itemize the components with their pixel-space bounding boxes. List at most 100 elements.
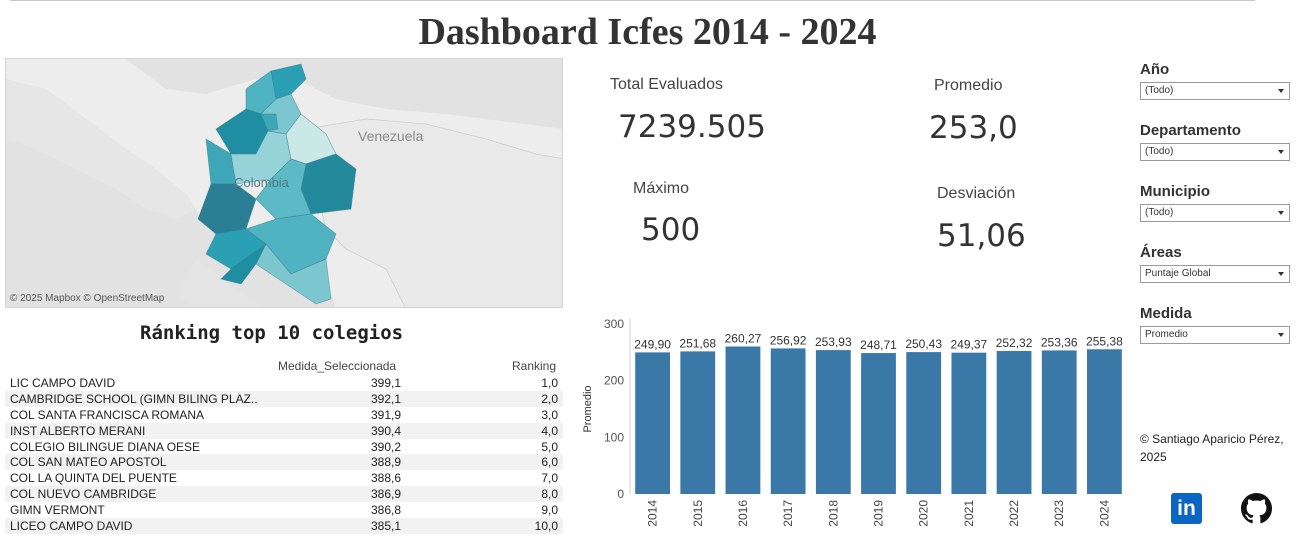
- school-medida: 386,9: [370, 487, 401, 502]
- bar[interactable]: [815, 350, 851, 494]
- map-attribution[interactable]: © 2025 Mapbox © OpenStreetMap: [10, 293, 165, 304]
- school-rank: 1,0: [541, 376, 558, 390]
- x-tick-label: 2022: [1007, 500, 1021, 527]
- bar[interactable]: [996, 351, 1032, 494]
- school-name: LICEO CAMPO DAVID: [10, 519, 133, 534]
- x-tick-label: 2020: [917, 500, 931, 527]
- filter-municipio-label: Municipio: [1140, 183, 1210, 200]
- school-name: LIC CAMPO DAVID: [10, 376, 116, 390]
- ranking-title: Ránking top 10 colegios: [140, 322, 404, 344]
- kpi-total-label: Total Evaluados: [610, 76, 723, 93]
- bar[interactable]: [861, 353, 896, 494]
- bar-chart-promedio[interactable]: 0 100 200 300 Promedio 249,90 2014 251,68 2015 26…: [575, 312, 1130, 537]
- school-medida: 388,9: [370, 455, 401, 470]
- department-region[interactable]: [220, 243, 267, 285]
- department-region[interactable]: [300, 153, 357, 215]
- bar-value-label: 248,71: [860, 338, 897, 352]
- bar[interactable]: [770, 348, 806, 494]
- table-row[interactable]: COL SAN MATEO APOSTOL 388,9 6,0: [5, 454, 563, 471]
- dropdown-arrow-icon: [1278, 333, 1284, 337]
- bar-value-label: 253,36: [1041, 335, 1078, 349]
- x-tick-label: 2014: [646, 500, 660, 527]
- bar-value-label: 256,92: [770, 333, 807, 347]
- table-row[interactable]: COL NUEVO CAMBRIDGE 386,9 8,0: [5, 486, 563, 503]
- dropdown-arrow-icon: [1278, 211, 1284, 215]
- author-credit: © Santiago Aparicio Pérez, 2025: [1140, 432, 1284, 464]
- bar[interactable]: [1087, 349, 1122, 494]
- school-name: COL SAN MATEO APOSTOL: [10, 455, 167, 470]
- department-region[interactable]: [255, 158, 312, 220]
- y-axis-label: Promedio: [582, 385, 594, 432]
- x-tick-label: 2023: [1052, 500, 1066, 527]
- bar-value-label: 255,38: [1086, 334, 1123, 348]
- school-rank: 3,0: [541, 407, 558, 422]
- bar[interactable]: [725, 346, 761, 494]
- bar[interactable]: [951, 352, 987, 494]
- y-tick-label: 100: [604, 430, 624, 444]
- map-canvas: [6, 59, 562, 307]
- filter-areas-label: Áreas: [1140, 244, 1182, 261]
- linkedin-icon[interactable]: in: [1171, 493, 1202, 524]
- table-row[interactable]: LIC CAMPO DAVID 399,1 1,0: [5, 375, 563, 391]
- x-tick-label: 2018: [826, 500, 840, 527]
- map-label-colombia: Colombia: [234, 175, 289, 190]
- kpi-desviacion-value: 51,06: [937, 218, 1026, 254]
- school-medida: 385,1: [370, 519, 401, 534]
- filter-departamento-select[interactable]: (Todo): [1140, 143, 1290, 161]
- kpi-desviacion-label: Desviación: [937, 185, 1016, 202]
- ranking-table: LIC CAMPO DAVID 399,1 1,0 CAMBRIDGE SCHOOL …: [5, 375, 563, 534]
- github-icon[interactable]: [1241, 493, 1272, 524]
- filter-areas-select[interactable]: Puntaje Global: [1140, 265, 1290, 283]
- bar-value-label: 252,32: [996, 336, 1033, 350]
- filter-areas-value: Puntaje Global: [1145, 268, 1211, 279]
- table-row[interactable]: COL SANTA FRANCISCA ROMANA 391,9 3,0: [5, 407, 563, 423]
- x-tick-label: 2021: [962, 500, 976, 527]
- school-medida: 392,1: [370, 391, 401, 406]
- bar[interactable]: [680, 351, 716, 494]
- school-medida: 388,6: [370, 471, 401, 486]
- page-title: Dashboard Icfes 2014 - 2024: [418, 11, 877, 53]
- colombia-map[interactable]: Venezuela Colombia © 2025 Mapbox © OpenS…: [5, 58, 563, 308]
- y-tick-label: 0: [617, 487, 624, 501]
- filter-medida-select[interactable]: Promedio: [1140, 326, 1290, 344]
- filter-medida-value: Promedio: [1145, 329, 1188, 340]
- filter-municipio-select[interactable]: (Todo): [1140, 204, 1290, 222]
- ranking-header-rank[interactable]: Ranking: [512, 359, 557, 373]
- kpi-maximo-value: 500: [641, 212, 701, 248]
- table-row[interactable]: COLEGIO BILINGUE DIANA OESE 390,2 5,0: [5, 439, 563, 455]
- kpi-total-value: 7239.505: [618, 109, 766, 145]
- bar-value-label: 249,90: [634, 337, 671, 351]
- table-row[interactable]: GIMN VERMONT 386,8 9,0: [5, 502, 563, 518]
- dropdown-arrow-icon: [1278, 272, 1284, 276]
- bar[interactable]: [906, 352, 942, 494]
- school-name: INST ALBERTO MERANI: [10, 423, 146, 438]
- table-row[interactable]: LICEO CAMPO DAVID 385,1 10,0: [5, 518, 563, 534]
- school-rank: 5,0: [541, 439, 558, 454]
- school-rank: 7,0: [541, 471, 558, 486]
- department-region[interactable]: [260, 113, 279, 132]
- x-tick-label: 2017: [781, 500, 795, 527]
- table-row[interactable]: COL LA QUINTA DEL PUENTE 388,6 7,0: [5, 470, 563, 486]
- school-medida: 399,1: [370, 376, 401, 390]
- table-row[interactable]: CAMBRIDGE SCHOOL (GIMN BILING PLAZ.. 392,…: [5, 390, 563, 407]
- bar[interactable]: [1041, 350, 1077, 494]
- school-rank: 9,0: [541, 503, 558, 518]
- top-divider: [10, 0, 1255, 1]
- bar[interactable]: [635, 352, 670, 494]
- filter-anio-value: (Todo): [1145, 85, 1174, 96]
- school-name: COL SANTA FRANCISCA ROMANA: [10, 407, 205, 422]
- table-row[interactable]: INST ALBERTO MERANI 390,4 4,0: [5, 422, 563, 439]
- school-rank: 2,0: [541, 391, 558, 406]
- dropdown-arrow-icon: [1278, 89, 1284, 93]
- department-region[interactable]: [255, 243, 332, 305]
- dropdown-arrow-icon: [1278, 150, 1284, 154]
- bar-value-label: 249,37: [951, 338, 988, 352]
- school-rank: 8,0: [541, 487, 558, 502]
- x-tick-label: 2015: [691, 500, 705, 527]
- ranking-header-medida[interactable]: Medida_Seleccionada: [278, 359, 397, 373]
- filter-medida-label: Medida: [1140, 305, 1192, 322]
- filter-anio-label: Año: [1140, 61, 1170, 78]
- school-rank: 4,0: [541, 423, 558, 438]
- school-medida: 386,8: [370, 503, 401, 518]
- filter-anio-select[interactable]: (Todo): [1140, 82, 1290, 100]
